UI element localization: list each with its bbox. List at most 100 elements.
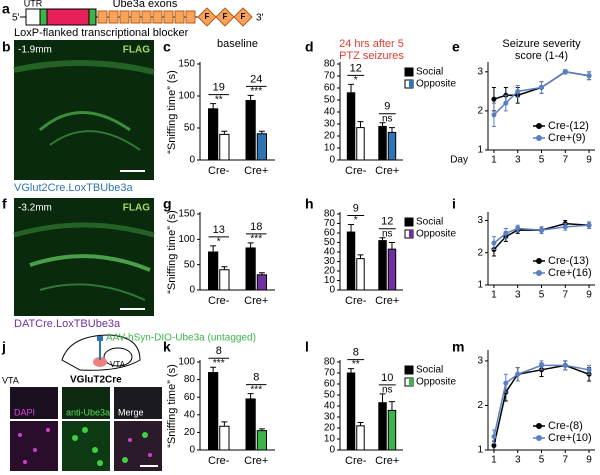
- y-tick-label: 80: [324, 357, 336, 368]
- x-tick-label: 9: [586, 155, 592, 166]
- error-bar: [247, 94, 254, 101]
- marker: [539, 227, 544, 233]
- chart-title: Seizure severity: [502, 38, 581, 50]
- error-bar: [210, 366, 217, 373]
- panel-label: j: [1, 339, 6, 355]
- y-tick-label: 0: [189, 445, 195, 456]
- y-tick-label: 0: [189, 155, 195, 166]
- legend-marker: [536, 423, 542, 429]
- legend-marker: [536, 135, 542, 141]
- marker: [515, 371, 521, 377]
- y-tick-label: 0: [329, 445, 335, 456]
- x-tick-label: 9: [586, 290, 592, 301]
- bar: [387, 131, 397, 161]
- y-tick-label: 100: [178, 357, 195, 368]
- y-tick-label: 150: [178, 59, 195, 70]
- y-tick-label: 40: [184, 409, 196, 420]
- sample-size: 9: [353, 202, 359, 214]
- y-tick-label: 40: [324, 401, 336, 412]
- bar: [346, 92, 356, 161]
- y-tick-label: 50: [324, 95, 336, 106]
- legend-label: Social: [416, 217, 443, 228]
- y-tick-label: 150: [178, 209, 195, 220]
- schematic-j: AAV-hSyn-DIO-Ube3a (untagged) VTA VGluT2…: [2, 333, 256, 471]
- bar: [378, 240, 387, 291]
- y-tick-label: 70: [324, 71, 336, 82]
- panel-label: f: [2, 196, 7, 212]
- x-tick-label: 7: [562, 455, 568, 466]
- legend-label: Social: [416, 67, 443, 78]
- marker: [539, 84, 544, 90]
- error-bar: [348, 368, 355, 373]
- x-tick-label: Cre+: [244, 455, 268, 467]
- sample-size: 13: [213, 224, 225, 236]
- series-line: [493, 222, 590, 251]
- label: VTA: [110, 360, 126, 369]
- bar: [245, 398, 256, 451]
- y-tick-label: 2: [477, 400, 483, 411]
- series-line: [493, 71, 590, 116]
- x-tick-label: Cre-: [345, 295, 367, 307]
- chart-title: score (1-4): [515, 50, 568, 62]
- marker: [491, 112, 497, 118]
- y-tick-label: 10: [324, 275, 336, 286]
- significance: *: [217, 237, 221, 248]
- error-bar: [357, 254, 364, 259]
- error-bar: [379, 122, 386, 127]
- chart-title: baseline: [217, 38, 258, 50]
- y-tick-label: 30: [324, 119, 336, 130]
- label: DAPI: [14, 407, 35, 417]
- error-bar: [388, 242, 395, 250]
- marker: [503, 230, 509, 236]
- significance: ***: [250, 234, 262, 245]
- error-bar: [357, 422, 364, 426]
- y-tick-label: 60: [324, 228, 336, 239]
- y-tick-label: 3: [477, 215, 483, 226]
- legend-marker: [536, 123, 542, 129]
- significance: **: [215, 94, 223, 105]
- y-tick-label: 100: [178, 91, 195, 102]
- panel-label: k: [163, 339, 171, 355]
- marker: [491, 443, 497, 449]
- bar: [208, 251, 219, 291]
- y-tick-label: 20: [324, 266, 336, 277]
- sample-size: 9: [384, 101, 390, 113]
- legend-swatch: [409, 80, 413, 88]
- series-line: [493, 224, 590, 244]
- marker: [562, 69, 568, 75]
- bar: [378, 402, 387, 451]
- label: 5': [12, 13, 20, 24]
- x-tick-label: Cre+: [244, 165, 268, 177]
- label: -3.2mm: [18, 203, 52, 214]
- caption: DATCre.LoxTBUbe3a: [14, 318, 121, 330]
- y-tick-label: 80: [324, 209, 336, 220]
- x-tick-label: Cre-: [345, 455, 367, 467]
- error-bar: [221, 266, 228, 270]
- chart-title: PTZ seizures: [339, 50, 404, 62]
- bar: [219, 269, 230, 291]
- error-bar: [247, 242, 254, 248]
- x-tick-label: 5: [539, 155, 545, 166]
- legend-swatch: [409, 68, 413, 76]
- blocker-box: [46, 8, 90, 26]
- x-tick-label: 7: [562, 290, 568, 301]
- label: UTR: [24, 0, 43, 8]
- bar: [378, 125, 387, 161]
- panel-label: c: [163, 39, 171, 55]
- significance: ns: [382, 228, 393, 239]
- label: FLAG: [123, 45, 150, 56]
- y-tick-label: 60: [184, 392, 196, 403]
- error-bar: [379, 237, 386, 241]
- y-tick-label: 40: [324, 107, 336, 118]
- y-tick-label: 10: [324, 143, 336, 154]
- bar: [387, 409, 397, 451]
- sample-size: 19: [213, 82, 225, 94]
- label: VGluT2Cre: [70, 375, 122, 386]
- marker: [562, 362, 568, 368]
- sample-size: 12: [381, 216, 393, 228]
- legend-marker: [536, 270, 542, 276]
- error-bar: [388, 401, 395, 411]
- y-tick-label: 50: [184, 259, 196, 270]
- bar: [346, 372, 356, 451]
